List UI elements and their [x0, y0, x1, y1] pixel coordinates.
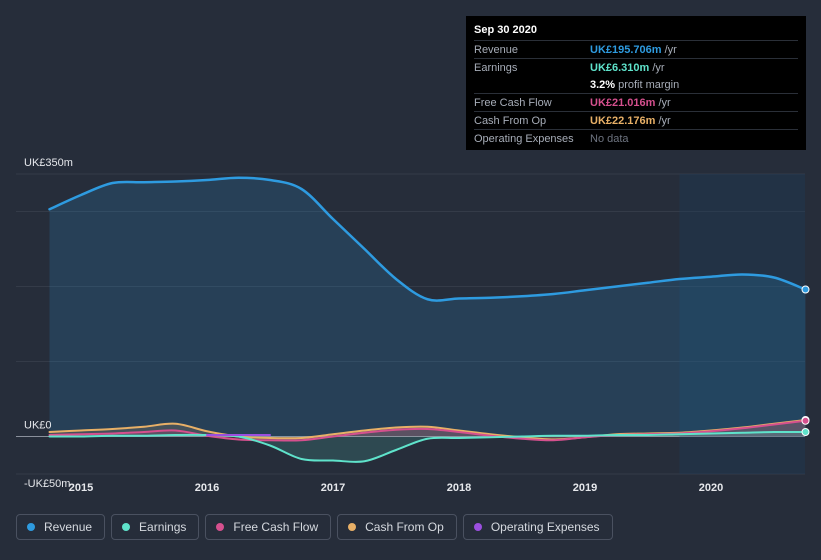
legend-label: Revenue — [44, 520, 93, 534]
tooltip-row: 3.2% profit margin — [474, 76, 798, 93]
y-axis: UK£350m UK£0 -UK£50m — [24, 157, 73, 490]
tooltip-row: Cash From Op UK£22.176m/yr — [474, 111, 798, 129]
endpoint-free-cash-flow — [801, 416, 810, 425]
legend-item-earnings[interactable]: Earnings — [111, 514, 200, 540]
legend-label: Earnings — [139, 520, 187, 534]
legend-item-revenue[interactable]: Revenue — [16, 514, 106, 540]
legend-item-free-cash-flow[interactable]: Free Cash Flow — [205, 514, 332, 540]
y-tick-label: UK£350m — [24, 157, 73, 169]
legend-item-operating-expenses[interactable]: Operating Expenses — [462, 514, 613, 540]
tooltip-row-label: Earnings — [474, 61, 518, 74]
legend-item-cash-from-op[interactable]: Cash From Op — [337, 514, 457, 540]
tooltip-row-label: Operating Expenses — [474, 132, 574, 145]
area-revenue — [49, 177, 806, 437]
series-lines — [48, 176, 807, 463]
legend-dot-icon — [122, 523, 131, 531]
line-revenue — [48, 176, 807, 302]
tooltip-panel: Sep 30 2020 Revenue UK£195.706m/yr Earning… — [466, 16, 806, 150]
line-earnings — [48, 430, 807, 463]
x-tick-label: 2017 — [321, 482, 345, 494]
tooltip-row-label: Cash From Op — [474, 114, 547, 127]
x-tick-label: 2015 — [69, 482, 93, 494]
y-tick-label: UK£0 — [24, 420, 52, 432]
tooltip-row-unit: /yr — [658, 96, 671, 109]
tooltip-row-value: UK£195.706m — [590, 43, 662, 56]
tooltip-row-unit: profit margin — [618, 78, 680, 91]
endpoint-revenue — [801, 285, 810, 294]
endpoint-earnings — [801, 428, 810, 436]
tooltip-row: Operating Expenses No data — [474, 129, 798, 147]
tooltip-row-label: Free Cash Flow — [474, 96, 552, 109]
x-tick-label: 2016 — [195, 482, 219, 494]
tooltip-row-unit: /yr — [658, 114, 671, 127]
tooltip-row-value: No data — [590, 132, 629, 145]
legend: Revenue Earnings Free Cash Flow Cash From O… — [16, 514, 619, 540]
legend-label: Operating Expenses — [490, 520, 600, 534]
tooltip-row-value: UK£6.310m — [590, 61, 650, 74]
tooltip-row-value: 3.2% — [590, 78, 616, 91]
tooltip-row-unit: /yr — [652, 61, 665, 74]
tooltip-row-label: Revenue — [474, 43, 519, 56]
legend-label: Free Cash Flow — [233, 520, 319, 534]
legend-dot-icon — [27, 523, 35, 531]
legend-dot-icon — [348, 523, 357, 531]
tooltip-row: Revenue UK£195.706m/yr — [474, 40, 798, 58]
tooltip-row: Earnings UK£6.310m/yr — [474, 58, 798, 76]
x-tick-label: 2019 — [573, 482, 597, 494]
tooltip-row-value: UK£21.016m — [590, 96, 656, 109]
legend-dot-icon — [473, 523, 482, 531]
x-tick-label: 2018 — [447, 482, 471, 494]
legend-dot-icon — [216, 523, 225, 531]
series-endpoints — [801, 285, 810, 436]
tooltip-date: Sep 30 2020 — [474, 24, 537, 36]
tooltip-row-value: UK£22.176m — [590, 114, 656, 127]
legend-label: Cash From Op — [365, 520, 444, 534]
tooltip-row: Free Cash Flow UK£21.016m/yr — [474, 93, 798, 111]
x-axis: 2015 2016 2017 2018 2019 2020 — [69, 482, 723, 494]
tooltip-row-unit: /yr — [664, 43, 677, 56]
x-tick-label: 2020 — [699, 482, 723, 494]
y-tick-label: -UK£50m — [24, 478, 70, 490]
